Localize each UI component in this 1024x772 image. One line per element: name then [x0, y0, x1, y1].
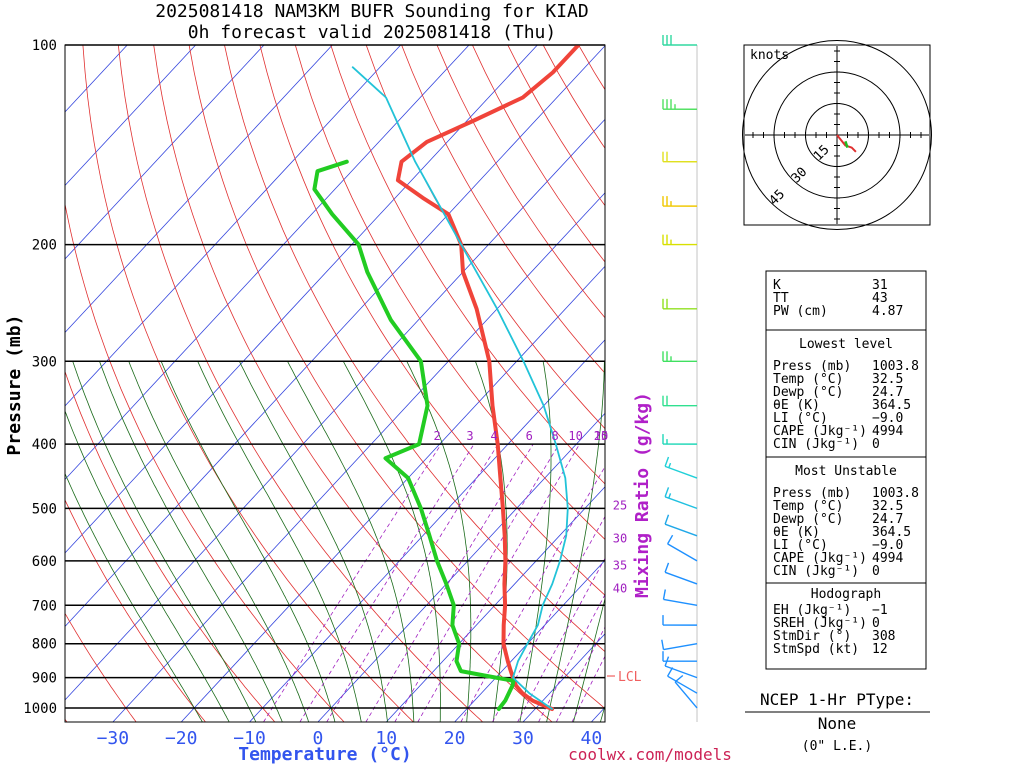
temperature-tick-label: 30	[512, 728, 534, 749]
temperature-tick-label: −20	[165, 728, 198, 749]
pressure-tick-label: 600	[32, 554, 57, 570]
pressure-tick-label: 400	[32, 437, 57, 453]
mixing-ratio-label: 6	[526, 429, 533, 443]
index-value: 0	[872, 437, 880, 452]
mixing-ratio-label: 3	[466, 429, 473, 443]
index-label: StmSpd (kt)	[773, 642, 859, 657]
ptype-value: None	[818, 714, 857, 733]
mixing-ratio-label: 25	[613, 498, 627, 512]
mixing-ratio-label: 40	[613, 581, 627, 595]
mixing-ratio-label: 30	[613, 531, 627, 545]
pressure-tick-label: 200	[32, 238, 57, 254]
index-value: 12	[872, 642, 888, 657]
lowest-level-title: Lowest level	[799, 337, 893, 352]
lcl-label: LCL	[618, 670, 642, 685]
index-label: PW (cm)	[773, 304, 828, 319]
pressure-tick-label: 300	[32, 354, 57, 370]
mixing-ratio-label: 10	[568, 429, 582, 443]
ptype-title: NCEP 1-Hr PType:	[760, 690, 914, 709]
pressure-tick-label: 1000	[23, 701, 57, 717]
temperature-tick-label: 20	[444, 728, 466, 749]
pressure-tick-label: 800	[32, 637, 57, 653]
chart-title-line2: 0h forecast valid 2025081418 (Thu)	[188, 22, 556, 43]
index-label: CIN (Jkg⁻¹)	[773, 564, 859, 579]
mixing-ratio-label: 4	[490, 429, 497, 443]
mixing-ratio-label: 35	[613, 559, 627, 573]
hodograph-units: knots	[750, 48, 789, 63]
mixing-ratio-axis-label: Mixing Ratio (g/kg)	[632, 392, 653, 598]
index-value: 4.87	[872, 304, 903, 319]
index-value: 0	[872, 564, 880, 579]
index-label: CIN (Jkg⁻¹)	[773, 437, 859, 452]
hodograph-section-title: Hodograph	[811, 587, 881, 602]
x-axis-label: Temperature (°C)	[238, 744, 411, 765]
footer-site: coolwx.com/models	[568, 745, 732, 764]
most-unstable-title: Most Unstable	[795, 464, 897, 479]
ptype-note: (0" L.E.)	[802, 739, 872, 754]
mixing-ratio-label: 20	[594, 429, 608, 443]
pressure-tick-label: 500	[32, 501, 57, 517]
temperature-tick-label: −30	[97, 728, 130, 749]
y-axis-label: Pressure (mb)	[4, 315, 25, 456]
pressure-tick-label: 900	[32, 671, 57, 687]
pressure-tick-label: 100	[32, 38, 57, 54]
mixing-ratio-label: 8	[551, 429, 558, 443]
pressure-tick-label: 700	[32, 598, 57, 614]
mixing-ratio-label: 2	[434, 429, 441, 443]
chart-title-line1: 2025081418 NAM3KM BUFR Sounding for KIAD	[155, 1, 588, 22]
